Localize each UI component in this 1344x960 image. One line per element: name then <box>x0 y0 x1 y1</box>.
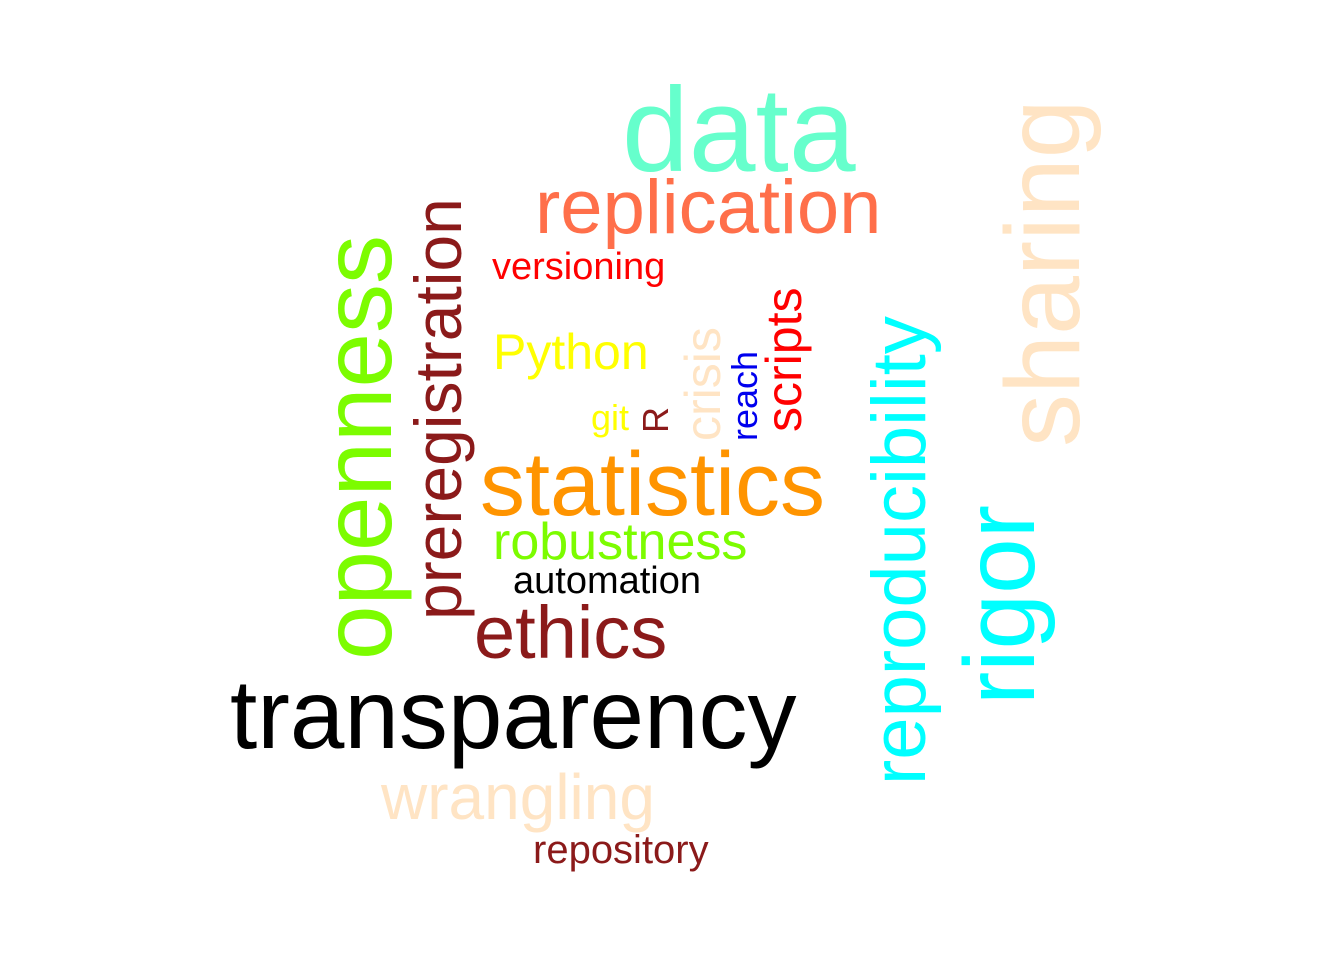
word-python: Python <box>493 324 649 380</box>
word-reproducibility: reproducibility <box>857 316 942 785</box>
word-versioning: versioning <box>492 246 666 288</box>
word-statistics: statistics <box>480 435 826 535</box>
word-data: data <box>622 63 856 197</box>
word-git: git <box>591 397 630 438</box>
word-replication: replication <box>535 165 882 250</box>
word-crisis: crisis <box>675 327 731 441</box>
word-r: R <box>635 407 676 433</box>
word-automation: automation <box>513 560 702 602</box>
word-scripts: scripts <box>756 287 812 432</box>
word-sharing: sharing <box>984 99 1102 447</box>
word-wrangling: wrangling <box>381 761 655 833</box>
word-rigor: rigor <box>944 504 1056 705</box>
word-transparency: transparency <box>230 659 797 769</box>
word-robustness: robustness <box>493 513 748 571</box>
word-openness: openness <box>302 234 412 660</box>
word-preregistration: preregistration <box>401 198 475 620</box>
word-repository: repository <box>533 828 709 872</box>
word-ethics: ethics <box>474 591 668 674</box>
